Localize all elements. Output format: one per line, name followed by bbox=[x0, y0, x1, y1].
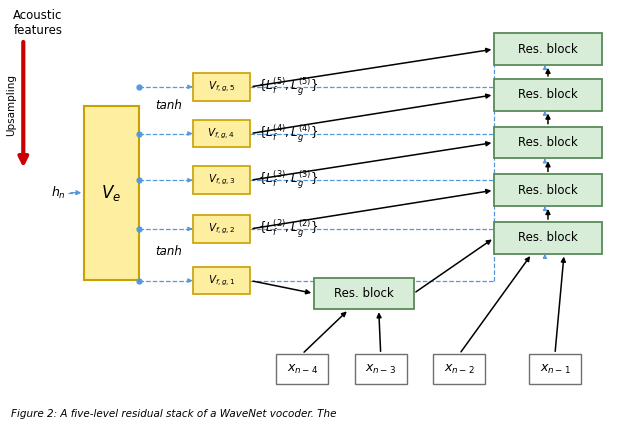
Bar bbox=[193, 267, 250, 295]
Text: $\{L_f^{(5)},L_g^{(5)}\}$: $\{L_f^{(5)},L_g^{(5)}\}$ bbox=[258, 76, 319, 98]
Text: Res. block: Res. block bbox=[518, 184, 578, 197]
Text: $V_e$: $V_e$ bbox=[101, 183, 122, 203]
Bar bbox=[494, 126, 602, 158]
Text: Figure 2: A five-level residual stack of a WaveNet vocoder. The: Figure 2: A five-level residual stack of… bbox=[11, 408, 337, 419]
Text: Acoustic
features: Acoustic features bbox=[13, 9, 63, 37]
Text: $V_{f,g,1}$: $V_{f,g,1}$ bbox=[207, 273, 235, 288]
Bar bbox=[276, 354, 328, 384]
Text: $\{L_f^{(4)},L_g^{(4)}\}$: $\{L_f^{(4)},L_g^{(4)}\}$ bbox=[258, 123, 319, 144]
Text: $\{L_f^{(3)},L_g^{(3)}\}$: $\{L_f^{(3)},L_g^{(3)}\}$ bbox=[258, 169, 319, 191]
Bar bbox=[494, 33, 602, 65]
Text: $x_{n-4}$: $x_{n-4}$ bbox=[287, 362, 318, 375]
Text: Upsampling: Upsampling bbox=[6, 74, 16, 136]
Text: $h_n$: $h_n$ bbox=[51, 184, 66, 201]
Text: $x_{n-3}$: $x_{n-3}$ bbox=[365, 362, 396, 375]
Text: Res. block: Res. block bbox=[518, 88, 578, 101]
Text: Res. block: Res. block bbox=[334, 287, 394, 300]
Bar bbox=[193, 120, 250, 147]
Bar bbox=[193, 73, 250, 101]
Bar bbox=[193, 215, 250, 243]
Bar bbox=[494, 222, 602, 254]
Bar bbox=[84, 106, 139, 280]
Bar bbox=[193, 166, 250, 194]
Bar bbox=[314, 278, 413, 310]
Text: $V_{f,g,4}$: $V_{f,g,4}$ bbox=[207, 126, 236, 141]
Bar bbox=[494, 174, 602, 206]
Text: $x_{n-2}$: $x_{n-2}$ bbox=[444, 362, 474, 375]
Text: $\{L_f^{(2)},L_g^{(2)}\}$: $\{L_f^{(2)},L_g^{(2)}\}$ bbox=[258, 218, 319, 240]
Bar bbox=[355, 354, 406, 384]
Text: Res. block: Res. block bbox=[518, 136, 578, 149]
Bar bbox=[529, 354, 581, 384]
Text: Res. block: Res. block bbox=[518, 231, 578, 244]
Bar bbox=[494, 79, 602, 111]
Text: tanh: tanh bbox=[155, 245, 182, 258]
Text: Res. block: Res. block bbox=[518, 43, 578, 55]
Text: $x_{n-1}$: $x_{n-1}$ bbox=[539, 362, 570, 375]
Text: tanh: tanh bbox=[155, 99, 182, 112]
Bar bbox=[433, 354, 485, 384]
Text: $V_{f,g,2}$: $V_{f,g,2}$ bbox=[208, 222, 235, 236]
Text: $V_{f,g,5}$: $V_{f,g,5}$ bbox=[208, 80, 235, 94]
Text: $V_{f,g,3}$: $V_{f,g,3}$ bbox=[207, 173, 235, 187]
